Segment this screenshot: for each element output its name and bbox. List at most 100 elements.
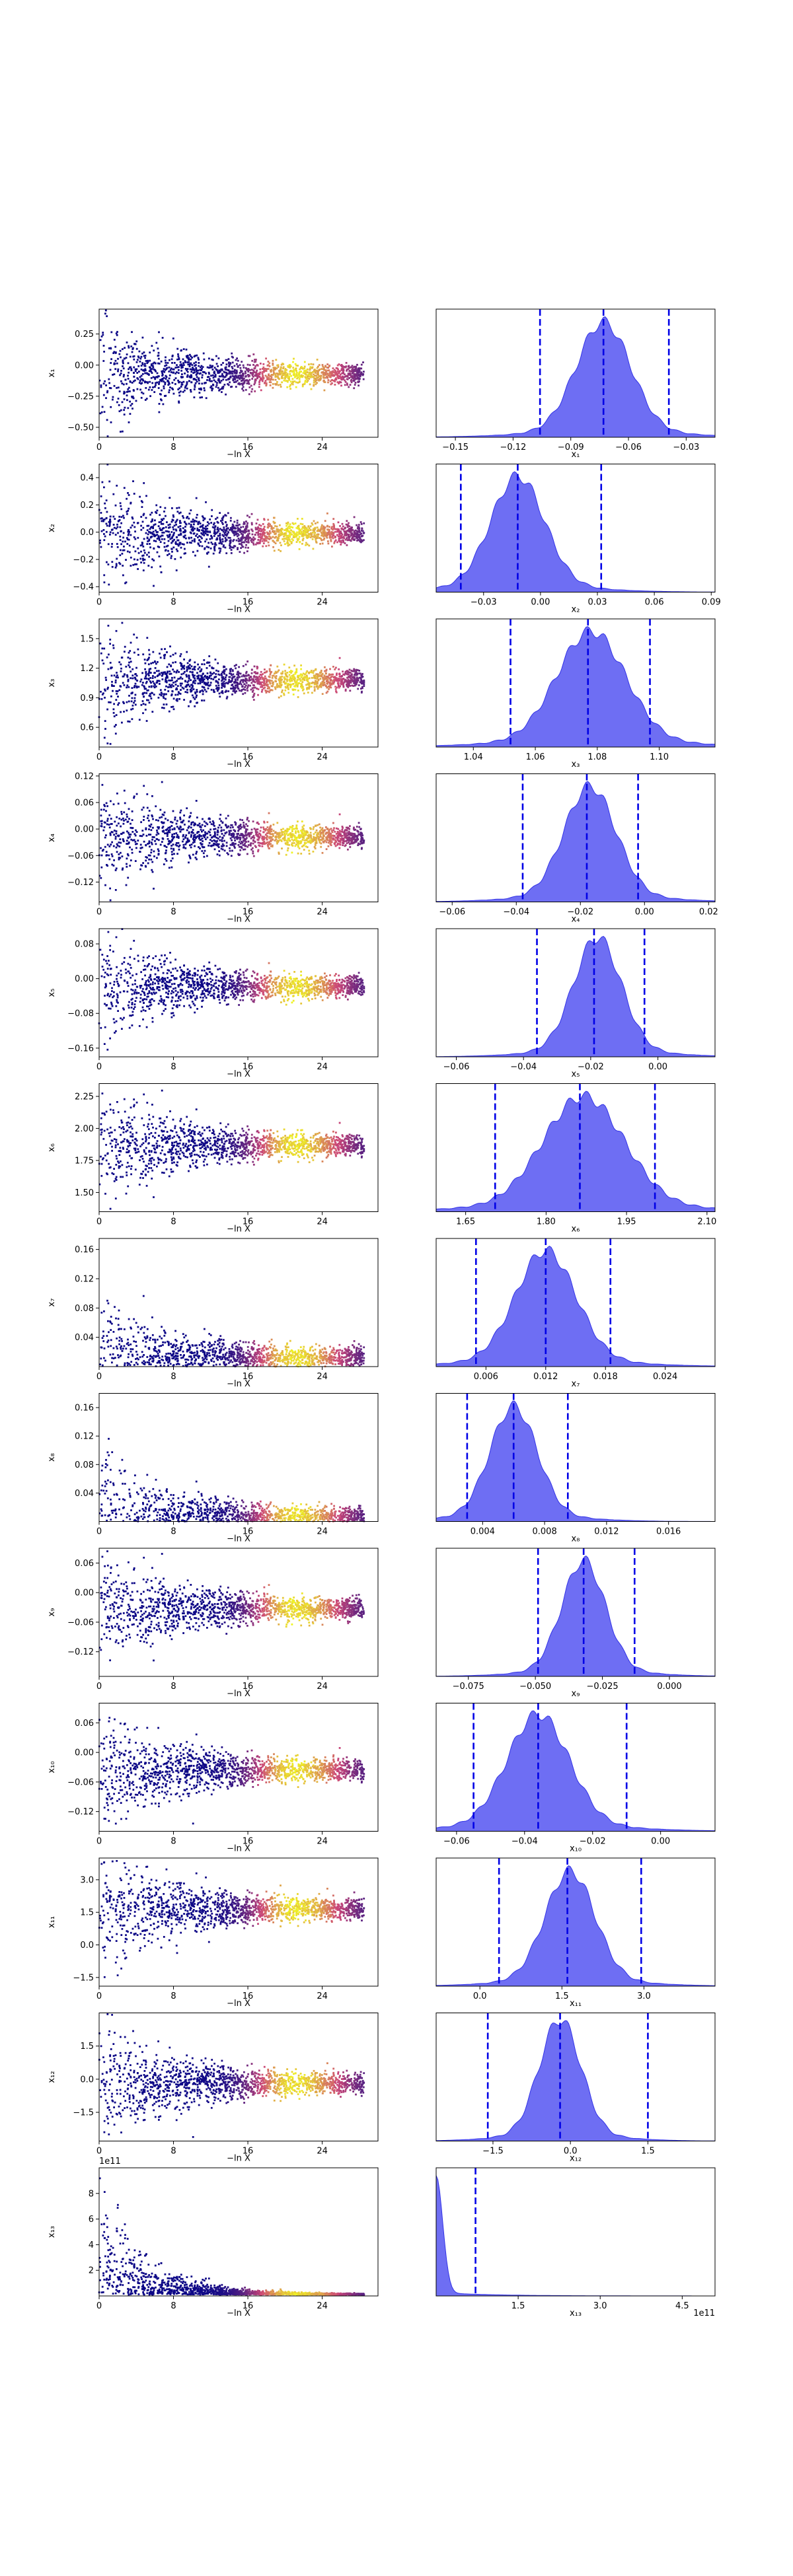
scatter-point	[361, 534, 364, 537]
scatter-point	[158, 539, 161, 541]
scatter-point	[114, 725, 116, 728]
scatter-point	[329, 668, 331, 670]
scatter-point	[343, 530, 346, 532]
scatter-point	[352, 373, 354, 375]
scatter-point	[184, 526, 186, 528]
scatter-point	[201, 376, 204, 378]
scatter-point	[184, 386, 186, 389]
scatter-point	[102, 360, 105, 362]
scatter-point	[106, 390, 109, 392]
scatter-point	[356, 534, 359, 536]
scatter-point	[289, 385, 291, 388]
scatter-point	[196, 701, 198, 704]
scatter-point	[154, 386, 156, 388]
scatter-point	[234, 375, 237, 377]
scatter-point	[165, 368, 168, 370]
scatter-point	[279, 384, 282, 386]
kde-x-tick-label: −0.03	[673, 443, 699, 452]
scatter-point	[238, 543, 241, 545]
scatter-point	[246, 690, 248, 692]
scatter-point	[303, 841, 306, 844]
scatter-point	[122, 822, 125, 825]
scatter-point	[305, 527, 308, 530]
scatter-point	[350, 678, 352, 680]
scatter-point	[346, 683, 348, 686]
scatter-point	[163, 380, 165, 383]
scatter-point	[266, 537, 268, 540]
scatter-point	[142, 392, 145, 395]
scatter-point	[127, 534, 130, 536]
scatter-point	[333, 375, 335, 377]
scatter-point	[229, 371, 232, 374]
scatter-point	[243, 822, 245, 824]
scatter-point	[338, 382, 340, 384]
scatter-point	[358, 670, 361, 672]
scatter-point	[180, 664, 182, 667]
scatter-point	[109, 662, 112, 664]
scatter-point	[237, 376, 239, 378]
scatter-point	[343, 376, 346, 378]
scatter-point	[202, 366, 204, 369]
scatter-point	[190, 358, 192, 361]
scatter-point	[361, 672, 363, 675]
scatter-point	[238, 683, 241, 685]
scatter-point	[319, 378, 322, 380]
scatter-point	[213, 531, 216, 534]
scatter-point	[184, 529, 186, 531]
scatter-point	[180, 381, 183, 384]
scatter-point	[334, 536, 336, 538]
scatter-point	[189, 531, 192, 534]
scatter-point	[336, 678, 338, 681]
scatter-point	[210, 522, 213, 524]
scatter-point	[144, 662, 147, 664]
scatter-point	[357, 373, 359, 376]
scatter-point	[144, 709, 147, 711]
scatter-point	[326, 363, 329, 365]
scatter-point	[149, 680, 151, 682]
scatter-point	[132, 707, 134, 710]
scatter-point	[257, 688, 260, 690]
scatter-point	[297, 678, 299, 681]
scatter-point	[229, 680, 232, 682]
scatter-point	[175, 523, 177, 526]
scatter-point	[194, 355, 196, 357]
scatter-point	[270, 371, 272, 373]
scatter-point	[338, 537, 340, 540]
scatter-point	[351, 375, 354, 377]
scatter-point	[259, 532, 262, 535]
scatter-point	[334, 371, 337, 373]
scatter-point	[221, 386, 223, 388]
scatter-point	[188, 660, 191, 662]
scatter-point	[233, 687, 235, 690]
scatter-point	[358, 684, 360, 686]
scatter-point	[173, 827, 176, 830]
scatter-point	[128, 532, 130, 535]
scatter-point	[260, 690, 263, 693]
scatter-point	[137, 365, 140, 367]
scatter-point	[203, 358, 206, 361]
scatter-point	[241, 675, 243, 678]
scatter-point	[206, 534, 209, 536]
scatter-point	[232, 524, 235, 527]
scatter-point	[202, 529, 204, 532]
scatter-point	[124, 540, 126, 543]
scatter-point	[248, 536, 250, 539]
scatter-point	[167, 536, 169, 538]
scatter-point	[345, 679, 347, 682]
scatter-point	[165, 364, 168, 367]
scatter-point	[256, 680, 258, 682]
scatter-point	[355, 365, 358, 368]
scatter-point	[161, 372, 163, 375]
scatter-point	[225, 378, 227, 381]
scatter-point	[242, 533, 244, 536]
scatter-point	[327, 528, 329, 531]
scatter-point	[285, 522, 287, 524]
scatter-point	[155, 382, 157, 384]
scatter-point	[190, 381, 192, 384]
scatter-point	[267, 523, 269, 526]
scatter-point	[311, 681, 314, 684]
scatter-point	[150, 662, 153, 664]
scatter-point	[253, 686, 255, 689]
scatter-point	[288, 375, 290, 378]
scatter-point	[277, 366, 280, 368]
